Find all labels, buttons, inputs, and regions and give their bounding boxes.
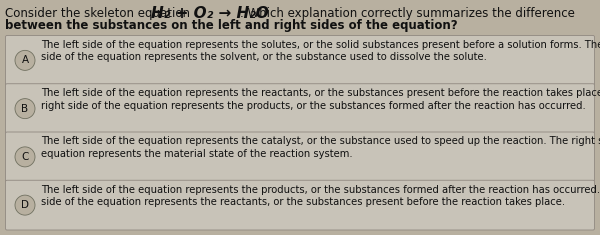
Ellipse shape: [15, 147, 35, 167]
Text: A: A: [22, 55, 29, 65]
Ellipse shape: [15, 50, 35, 70]
FancyBboxPatch shape: [5, 84, 595, 133]
FancyBboxPatch shape: [5, 35, 595, 85]
Text: between the substances on the left and right sides of the equation?: between the substances on the left and r…: [5, 19, 458, 32]
Text: The left side of the equation represents the catalyst, or the substance used to : The left side of the equation represents…: [41, 137, 600, 159]
FancyBboxPatch shape: [5, 180, 595, 230]
FancyBboxPatch shape: [5, 132, 595, 182]
Text: The left side of the equation represents the products, or the substances formed : The left side of the equation represents…: [41, 185, 600, 207]
Text: . Which explanation correctly summarizes the difference: . Which explanation correctly summarizes…: [240, 7, 575, 20]
Ellipse shape: [15, 99, 35, 119]
Text: The left side of the equation represents the solutes, or the solid substances pr: The left side of the equation represents…: [41, 40, 600, 63]
Text: Consider the skeleton equation: Consider the skeleton equation: [5, 7, 194, 20]
Ellipse shape: [15, 195, 35, 215]
Text: D: D: [21, 200, 29, 210]
Text: C: C: [22, 152, 29, 162]
Text: H₂ + O₂ → H₂O: H₂ + O₂ → H₂O: [151, 6, 269, 21]
Text: B: B: [22, 104, 29, 114]
Text: The left side of the equation represents the reactants, or the substances presen: The left side of the equation represents…: [41, 88, 600, 111]
